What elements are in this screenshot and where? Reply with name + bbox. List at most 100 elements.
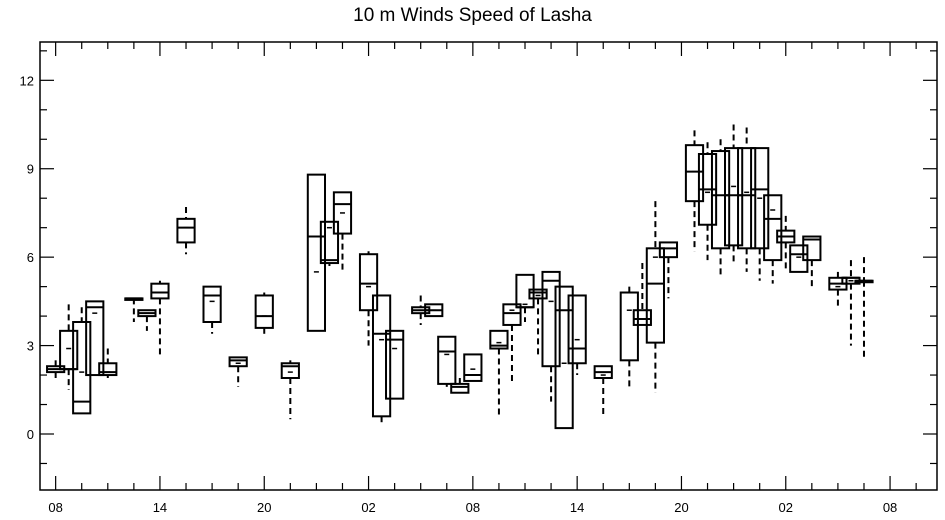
chart-title: 10 m Winds Speed of Lasha xyxy=(353,5,592,26)
box-item xyxy=(332,191,353,272)
box-item xyxy=(98,348,118,378)
box-item xyxy=(254,292,274,334)
box-item xyxy=(450,378,470,394)
box-iqr xyxy=(437,335,457,385)
box-iqr xyxy=(528,288,548,300)
box-iqr xyxy=(358,253,379,312)
box-iqr xyxy=(450,382,470,394)
box-iqr xyxy=(515,273,535,309)
box-iqr xyxy=(658,241,679,259)
box-iqr xyxy=(463,353,483,382)
box-iqr xyxy=(280,362,300,379)
box-item xyxy=(763,194,783,284)
box-iqr xyxy=(567,294,587,365)
box-iqr xyxy=(254,294,274,329)
x-tick-label: 02 xyxy=(361,500,375,515)
box-iqr xyxy=(228,356,248,368)
box-iqr xyxy=(176,217,196,244)
box-item xyxy=(319,220,340,266)
box-item xyxy=(502,303,522,384)
box-iqr xyxy=(502,303,522,326)
box-item xyxy=(724,124,744,264)
box-item xyxy=(750,147,770,281)
box-iqr xyxy=(319,220,340,265)
box-item xyxy=(437,335,457,387)
tick-labels: 0 3 6 9 12 08 14 20 02 08 14 20 02 08 xyxy=(20,73,898,515)
box-iqr xyxy=(385,329,405,400)
box-item xyxy=(424,303,444,318)
x-tick-label: 14 xyxy=(570,500,584,515)
box-iqr xyxy=(85,300,105,377)
box-item xyxy=(645,201,665,393)
box-iqr xyxy=(306,173,327,332)
box-item xyxy=(697,142,718,261)
box-item xyxy=(124,297,144,322)
y-tick-label: 0 xyxy=(27,427,34,442)
box-iqr xyxy=(710,150,731,250)
x-tick-label: 08 xyxy=(48,500,62,515)
box-item xyxy=(72,307,92,415)
x-tick-label: 02 xyxy=(779,500,793,515)
box-item xyxy=(841,260,861,346)
box-iqr xyxy=(789,244,809,273)
box-iqr xyxy=(645,247,665,344)
box-item xyxy=(528,288,548,358)
x-tick-label: 20 xyxy=(257,500,271,515)
box-iqr xyxy=(371,294,392,418)
box-iqr xyxy=(332,191,353,235)
x-tick-label: 08 xyxy=(466,500,480,515)
box-item xyxy=(306,173,327,332)
box-item xyxy=(593,365,613,417)
box-item xyxy=(228,356,248,387)
box-iqr xyxy=(72,321,92,415)
box-iqr xyxy=(554,285,574,430)
box-item xyxy=(176,207,196,255)
box-item xyxy=(658,241,679,299)
box-item xyxy=(802,235,822,290)
box-item xyxy=(737,127,757,272)
boxes-layer xyxy=(46,124,874,430)
box-item xyxy=(789,244,809,273)
x-tick-label: 08 xyxy=(883,500,897,515)
box-iqr xyxy=(750,147,770,250)
axis-ticks xyxy=(40,42,937,490)
y-tick-label: 6 xyxy=(27,250,34,265)
box-item xyxy=(59,304,79,390)
box-iqr xyxy=(59,329,79,371)
box-iqr xyxy=(632,309,652,326)
box-iqr xyxy=(684,144,705,203)
box-item xyxy=(554,285,574,430)
box-item xyxy=(463,353,483,382)
box-item xyxy=(541,270,561,402)
box-iqr xyxy=(98,362,118,377)
y-tick-label: 9 xyxy=(27,162,34,177)
box-iqr xyxy=(802,235,822,262)
box-item xyxy=(85,300,105,377)
box-item xyxy=(684,130,705,252)
box-iqr xyxy=(150,282,170,300)
box-item xyxy=(202,285,222,334)
box-item xyxy=(371,294,392,423)
x-tick-label: 14 xyxy=(153,500,167,515)
box-item xyxy=(710,139,731,278)
box-item xyxy=(489,329,509,417)
box-iqr xyxy=(541,270,561,368)
y-tick-label: 3 xyxy=(27,339,34,354)
box-item xyxy=(776,215,796,272)
box-iqr xyxy=(724,147,744,247)
box-item xyxy=(358,251,379,346)
y-tick-label: 12 xyxy=(20,73,34,88)
box-item xyxy=(385,329,405,400)
box-iqr xyxy=(489,329,509,350)
x-tick-label: 20 xyxy=(674,500,688,515)
box-item xyxy=(280,360,300,420)
box-iqr xyxy=(737,147,757,250)
box-iqr xyxy=(202,285,222,324)
box-item xyxy=(619,286,639,387)
box-iqr xyxy=(763,194,783,262)
box-iqr xyxy=(619,291,639,362)
box-item xyxy=(150,280,170,355)
box-item xyxy=(567,294,587,376)
box-item xyxy=(854,257,874,358)
plot-frame xyxy=(39,41,938,491)
